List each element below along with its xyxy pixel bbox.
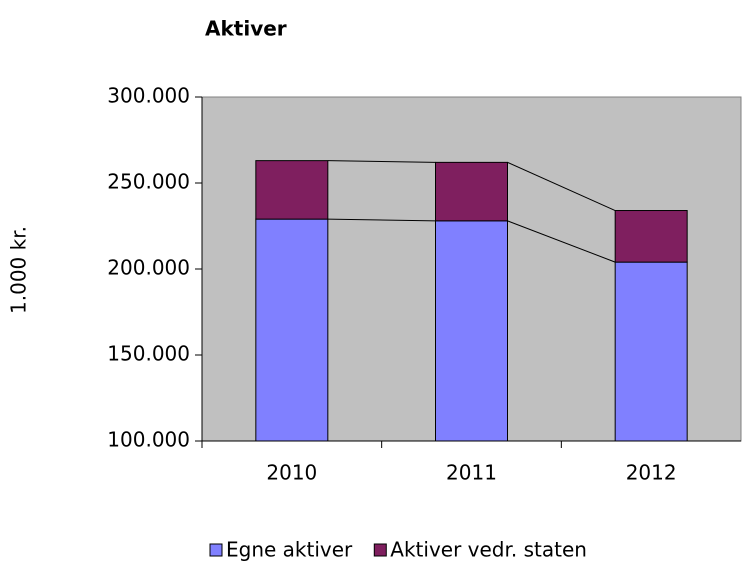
bar-segment <box>255 160 329 220</box>
x-tick-label: 2010 <box>266 461 317 485</box>
bar-segment <box>435 220 508 442</box>
y-tick-label: 150.000 <box>107 342 190 366</box>
y-axis-label: 1.000 kr. <box>7 226 31 314</box>
y-tick-label: 300.000 <box>107 84 190 108</box>
y-tick-label: 250.000 <box>107 170 190 194</box>
x-tick-label: 2012 <box>626 461 677 485</box>
bar-segment <box>614 261 688 442</box>
x-tick-label: 2011 <box>446 461 497 485</box>
bar-segment <box>435 161 508 222</box>
series-line <box>507 220 616 263</box>
series-line <box>327 160 436 163</box>
legend-swatch <box>209 543 223 557</box>
series-line <box>507 161 616 211</box>
legend-label: Aktiver vedr. staten <box>390 538 587 562</box>
series-line <box>327 218 436 222</box>
y-tick-label: 100.000 <box>107 428 190 452</box>
legend-swatch <box>373 543 387 557</box>
legend-label: Egne aktiver <box>226 538 353 562</box>
bar-segment <box>614 210 688 263</box>
chart-title: Aktiver <box>205 17 287 41</box>
y-tick-label: 200.000 <box>107 256 190 280</box>
bar-segment <box>255 218 329 442</box>
